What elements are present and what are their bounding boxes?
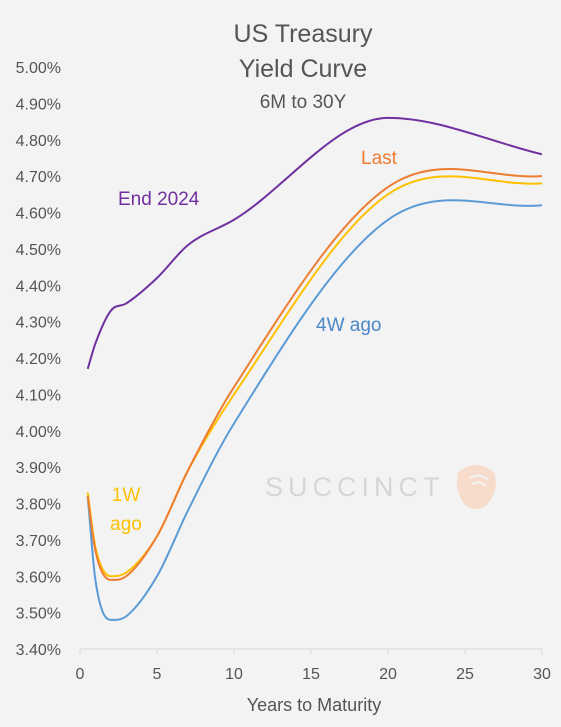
- series-line-4w-ago: [86, 199, 543, 621]
- y-tick-label: 4.00%: [16, 424, 61, 441]
- x-tick-label: 30: [533, 666, 551, 683]
- x-axis-title: Years to Maturity: [247, 695, 381, 715]
- x-tick-label: 25: [456, 666, 474, 683]
- y-tick-label: 4.40%: [16, 278, 61, 295]
- x-axis-ticks: 0 5 10 15 20 25 30: [76, 649, 551, 683]
- y-tick-label: 4.50%: [16, 242, 61, 259]
- series-label-ago: ago: [110, 514, 142, 535]
- y-tick-label: 4.10%: [16, 387, 61, 404]
- series-lines: [86, 116, 543, 621]
- watermark-text: SUCCINCT: [265, 472, 445, 502]
- series-line-end-2024: [86, 116, 543, 370]
- y-tick-label: 4.60%: [16, 206, 61, 223]
- y-tick-label: 3.40%: [16, 642, 61, 659]
- watermark-logo-icon: [457, 465, 496, 509]
- y-tick-label: 4.80%: [16, 133, 61, 150]
- y-axis-ticks: 3.40% 3.50% 3.60% 3.70% 3.80% 3.90% 4.00% 4.10%…: [16, 60, 61, 659]
- series-line-last: [86, 168, 543, 581]
- y-tick-label: 4.90%: [16, 96, 61, 113]
- series-label-1w: 1W: [112, 485, 141, 506]
- chart-title-line-1: US Treasury: [234, 20, 373, 48]
- x-tick-label: 15: [302, 666, 320, 683]
- series-label-4w-ago: 4W ago: [316, 315, 381, 336]
- chart-subtitle: 6M to 30Y: [260, 92, 347, 113]
- x-tick-label: 10: [225, 666, 243, 683]
- series-label-end-2024: End 2024: [118, 189, 200, 210]
- watermark: SUCCINCT: [265, 465, 496, 509]
- y-tick-label: 3.50%: [16, 606, 61, 623]
- series-label-last: Last: [361, 148, 398, 169]
- y-tick-label: 4.20%: [16, 351, 61, 368]
- series-line-1w-ago: [86, 175, 543, 578]
- y-tick-label: 3.80%: [16, 497, 61, 514]
- chart-title-line-2: Yield Curve: [239, 55, 367, 83]
- y-tick-label: 3.60%: [16, 569, 61, 586]
- y-tick-label: 5.00%: [16, 60, 61, 77]
- y-tick-label: 4.30%: [16, 315, 61, 332]
- x-tick-label: 0: [76, 666, 85, 683]
- x-tick-label: 20: [379, 666, 397, 683]
- y-tick-label: 3.90%: [16, 460, 61, 477]
- y-tick-label: 4.70%: [16, 169, 61, 186]
- y-tick-label: 3.70%: [16, 533, 61, 550]
- x-tick-label: 5: [153, 666, 162, 683]
